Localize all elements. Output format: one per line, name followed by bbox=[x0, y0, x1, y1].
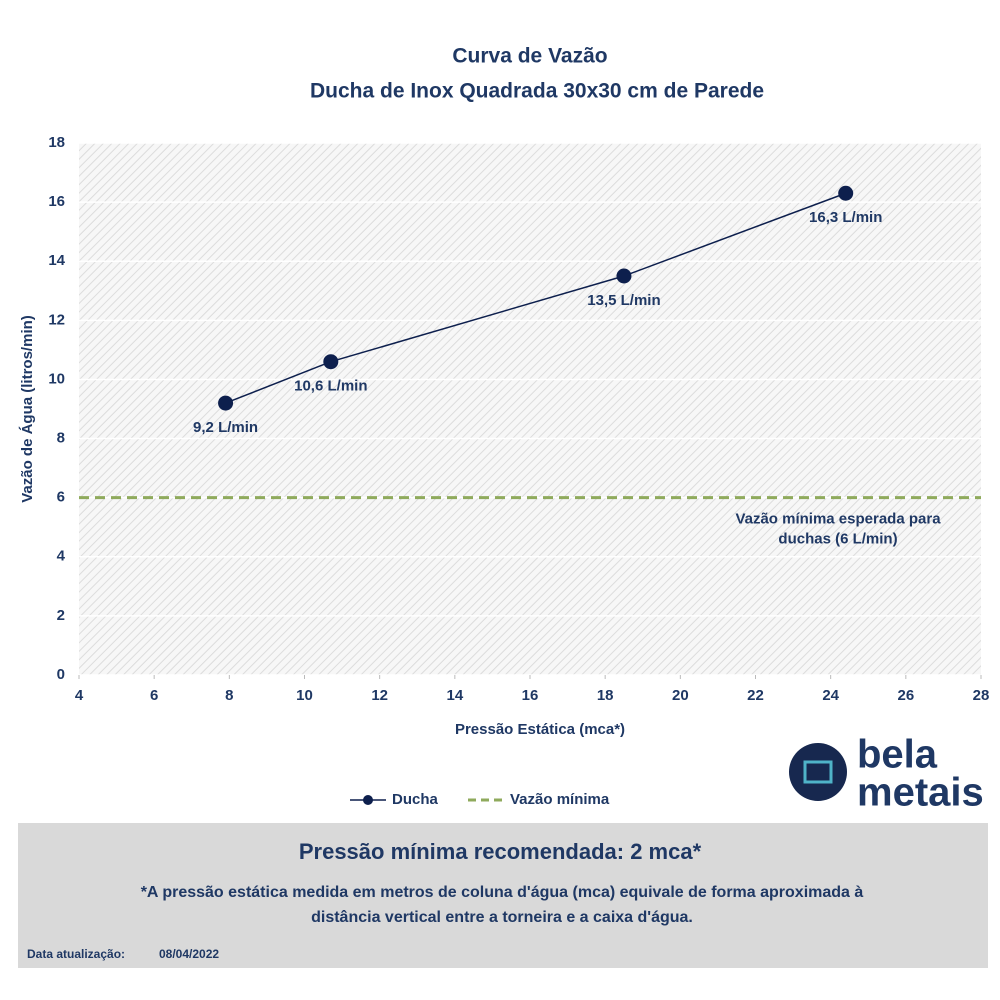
marker bbox=[838, 185, 854, 201]
date-label: Data atualização: bbox=[27, 947, 125, 961]
y-tick-label: 18 bbox=[48, 134, 65, 151]
value-label: 16,3 L/min bbox=[809, 209, 882, 226]
y-tick-label: 6 bbox=[57, 489, 65, 506]
line bbox=[225, 192, 846, 404]
marker bbox=[616, 268, 632, 284]
footer-note: *A pressão estática medida em metros de … bbox=[141, 884, 864, 901]
y-tick-label: 12 bbox=[48, 311, 65, 328]
footer-box bbox=[18, 823, 988, 968]
x-tick-label: 18 bbox=[597, 687, 614, 704]
annotation: duchas (6 L/min) bbox=[778, 531, 897, 548]
date: 08/04/2022 bbox=[159, 947, 219, 961]
x-tick-label: 22 bbox=[747, 687, 764, 704]
x-tick-label: 28 bbox=[973, 687, 990, 704]
chart-title: Curva de Vazão bbox=[452, 45, 607, 68]
marker bbox=[218, 395, 234, 411]
y-tick-label: 10 bbox=[48, 370, 65, 387]
y-tick-label: 2 bbox=[57, 607, 65, 624]
logo-text: bela bbox=[857, 733, 938, 777]
logo-text: metais bbox=[857, 771, 984, 815]
y-tick-label: 8 bbox=[57, 430, 65, 447]
annotation: Vazão mínima esperada para bbox=[735, 511, 941, 528]
y-tick-label: 0 bbox=[57, 666, 65, 683]
logo-icon-shape bbox=[803, 760, 833, 784]
x-tick-label: 16 bbox=[522, 687, 539, 704]
logo: bela metais bbox=[789, 733, 984, 815]
y-axis-label: Vazão de Água (litros/min) bbox=[19, 315, 36, 503]
value-label: 10,6 L/min bbox=[294, 378, 367, 395]
chart-subtitle: Ducha de Inox Quadrada 30x30 cm de Pared… bbox=[310, 80, 764, 103]
x-tick-label: 26 bbox=[897, 687, 914, 704]
value-label: 13,5 L/min bbox=[587, 292, 660, 309]
legend-label: Vazão mínima bbox=[510, 791, 610, 808]
x-tick-label: 10 bbox=[296, 687, 313, 704]
y-tick-label: 14 bbox=[48, 252, 65, 269]
x-tick-label: 12 bbox=[371, 687, 388, 704]
x-tick-label: 24 bbox=[822, 687, 839, 704]
y-tick-label: 4 bbox=[57, 548, 66, 565]
x-tick-label: 8 bbox=[225, 687, 233, 704]
x-tick-label: 4 bbox=[75, 687, 84, 704]
x-axis-label: Pressão Estática (mca*) bbox=[455, 721, 625, 738]
value-label: 9,2 L/min bbox=[193, 419, 258, 436]
x-tick-label: 14 bbox=[446, 687, 463, 704]
y-tick-label: 16 bbox=[48, 193, 65, 210]
logo-icon bbox=[789, 743, 847, 801]
footer-note: distância vertical entre a torneira e a … bbox=[311, 909, 693, 926]
marker bbox=[323, 354, 339, 370]
footer-headline: Pressão mínima recomendada: 2 mca* bbox=[299, 839, 702, 864]
x-tick-label: 20 bbox=[672, 687, 689, 704]
x-tick-label: 6 bbox=[150, 687, 158, 704]
legend-marker bbox=[363, 795, 373, 805]
legend-label: Ducha bbox=[392, 791, 439, 808]
